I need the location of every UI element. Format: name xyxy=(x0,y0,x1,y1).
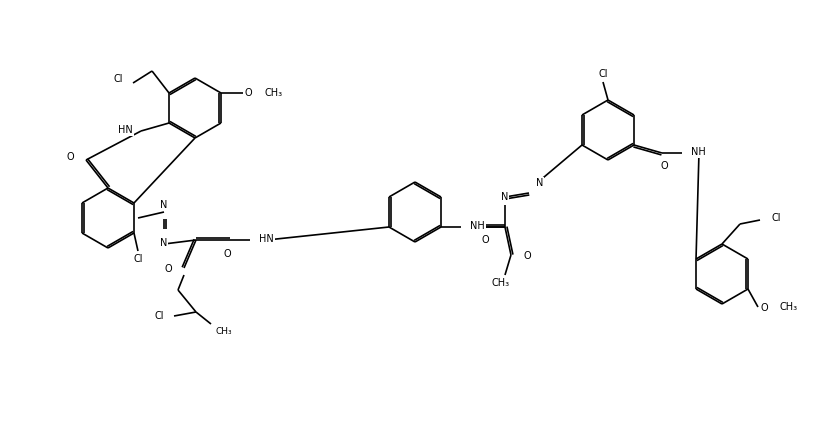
Text: HN: HN xyxy=(258,234,273,244)
Text: O: O xyxy=(223,249,231,259)
Text: NH: NH xyxy=(691,147,705,157)
Text: O: O xyxy=(660,161,667,171)
Text: N: N xyxy=(161,200,167,210)
Text: CH₃: CH₃ xyxy=(779,302,798,312)
Text: Cl: Cl xyxy=(155,311,164,321)
Text: N: N xyxy=(161,238,167,248)
Text: N: N xyxy=(501,192,508,202)
Text: HN: HN xyxy=(118,125,133,135)
Text: CH₃: CH₃ xyxy=(492,278,509,288)
Text: O: O xyxy=(66,152,74,162)
Text: O: O xyxy=(481,235,488,245)
Text: O: O xyxy=(164,264,171,274)
Text: O: O xyxy=(244,88,252,98)
Text: NH: NH xyxy=(470,221,484,231)
Text: Cl: Cl xyxy=(770,213,779,223)
Text: O: O xyxy=(523,251,531,261)
Text: CH₃: CH₃ xyxy=(265,88,283,98)
Text: N: N xyxy=(535,178,543,188)
Text: CH₃: CH₃ xyxy=(216,326,232,336)
Text: Cl: Cl xyxy=(598,69,607,79)
Text: Cl: Cl xyxy=(133,254,143,264)
Text: Cl: Cl xyxy=(114,74,123,84)
Text: O: O xyxy=(760,303,767,313)
